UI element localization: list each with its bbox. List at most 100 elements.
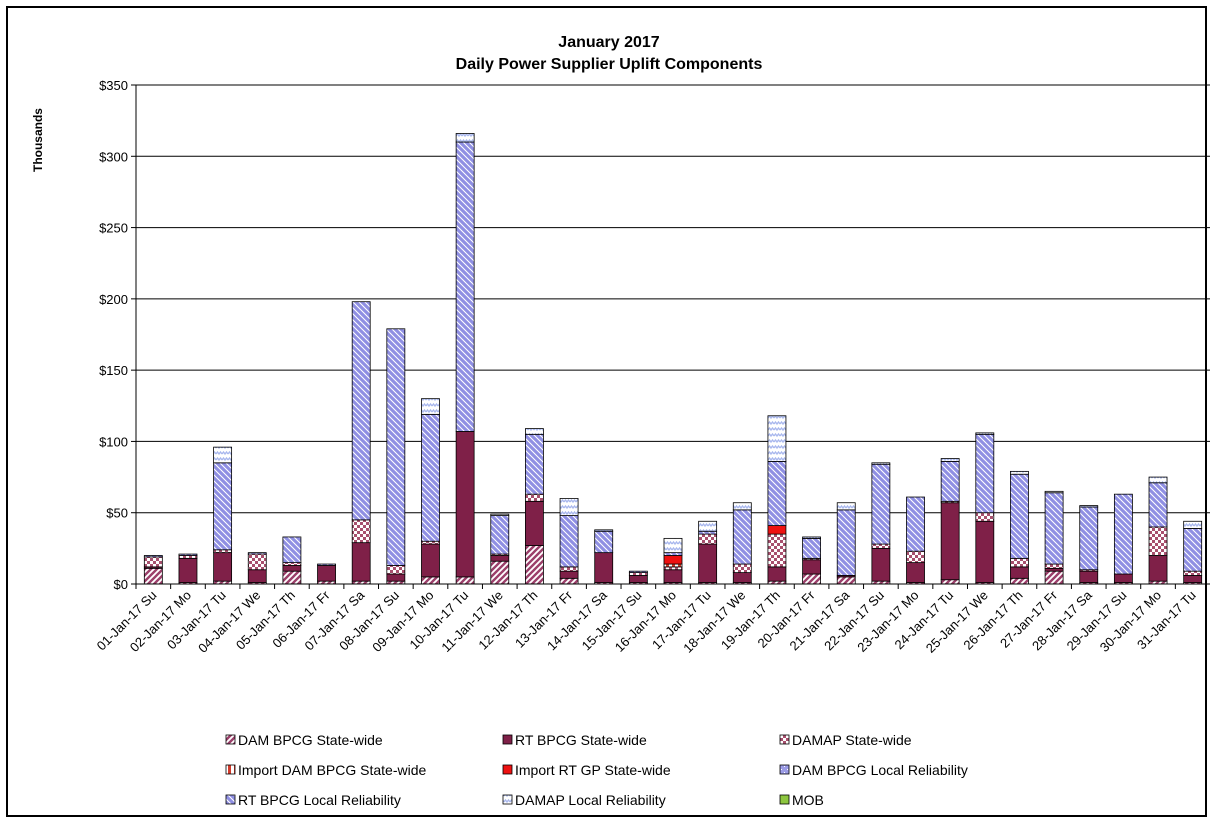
bar-segment <box>1113 493 1133 575</box>
bar-segment <box>1148 555 1168 582</box>
bar-segment <box>421 543 440 578</box>
bar-segment <box>1010 557 1029 568</box>
legend-label: DAMAP State-wide <box>792 732 912 748</box>
bar-segment <box>455 133 475 143</box>
y-tick-label: $350 <box>99 78 128 93</box>
legend-swatch <box>779 794 790 805</box>
bar-segment <box>1079 505 1099 508</box>
bar-segment <box>802 573 821 585</box>
bar-segment <box>351 519 371 544</box>
bar-segment <box>663 537 683 554</box>
bar-segment <box>490 560 510 585</box>
bar-segment <box>975 520 995 583</box>
bar-segment <box>663 563 683 568</box>
bar-segment <box>663 569 683 583</box>
bar-segment <box>559 515 579 568</box>
bar-segment <box>698 530 718 535</box>
bar-segment <box>421 576 440 585</box>
y-tick-label: $200 <box>99 292 128 307</box>
bar-segment <box>282 562 302 566</box>
bar-segment <box>871 547 891 582</box>
bar-segment <box>940 458 960 462</box>
bar-segment <box>1044 567 1064 572</box>
bar-segment <box>594 529 614 532</box>
y-tick-label: $50 <box>106 506 128 521</box>
bar-segment <box>698 533 718 545</box>
legend-label: DAM BPCG State-wide <box>238 732 383 748</box>
legend-swatch <box>225 734 236 745</box>
bar-segment <box>1183 575 1203 583</box>
bar-segment <box>490 513 510 516</box>
bar-segment <box>698 543 718 583</box>
bar-segment <box>143 556 163 568</box>
bar-segment <box>455 431 475 578</box>
bar-segment <box>282 570 302 585</box>
y-tick-label: $250 <box>99 221 128 236</box>
bar-segment <box>767 415 787 462</box>
bar-segment <box>663 566 683 571</box>
bar-segment <box>143 567 163 585</box>
bar-segment <box>1183 520 1203 529</box>
bars <box>143 133 1203 585</box>
y-tick-label: $300 <box>99 149 128 164</box>
bar-segment <box>594 552 614 583</box>
bar-segment <box>767 460 787 526</box>
bar-segment <box>213 446 233 464</box>
legend-swatch <box>225 794 236 805</box>
legend-swatch <box>779 734 790 745</box>
bar-segment <box>940 460 960 502</box>
y-tick-label: $0 <box>114 577 128 592</box>
bar-segment <box>1010 473 1029 559</box>
bar-segment <box>732 509 752 565</box>
legend-label: RT BPCG State-wide <box>515 732 647 748</box>
bar-segment <box>1183 570 1203 576</box>
bar-segment <box>1148 482 1168 528</box>
bar-segment <box>1079 506 1099 571</box>
bar-segment <box>767 533 787 568</box>
bar-segment <box>247 569 267 583</box>
bar-segment <box>1044 563 1064 569</box>
bar-segment <box>906 562 925 583</box>
bar-segment <box>975 512 995 522</box>
bar-segment <box>559 570 579 579</box>
bar-segment <box>490 555 510 562</box>
bar-segment <box>1044 570 1064 585</box>
bar-segment <box>213 462 233 551</box>
bar-segment <box>871 543 891 549</box>
bar-segment <box>628 572 648 576</box>
bar-segment <box>525 493 544 502</box>
bar-segment <box>802 536 821 539</box>
bar-segment <box>490 515 510 555</box>
bar-segment <box>317 565 336 582</box>
bar-segment <box>421 540 440 545</box>
chart-frame <box>6 6 1207 817</box>
bar-segment <box>525 428 544 435</box>
bar-segment <box>802 559 821 575</box>
bar-segment <box>351 301 371 521</box>
legend-label: DAM BPCG Local Reliability <box>792 762 968 778</box>
legend-label: MOB <box>792 792 824 808</box>
bar-segment <box>594 530 614 554</box>
bar-segment <box>663 552 683 556</box>
bar-segment <box>386 565 406 575</box>
grid <box>136 84 1210 514</box>
bar-segment <box>802 537 821 559</box>
bar-segment <box>975 433 995 514</box>
legend-label: Import RT GP State-wide <box>515 762 671 778</box>
bar-segment <box>525 500 544 546</box>
bar-segment <box>386 328 406 566</box>
bar-segment <box>1113 573 1133 583</box>
bar-segment <box>247 553 267 571</box>
legend-swatch <box>779 764 790 775</box>
bar-segment <box>732 502 752 511</box>
bar-segment <box>525 433 544 495</box>
bar-segment <box>213 552 233 582</box>
bar-segment <box>836 576 856 585</box>
chart-subtitle: Daily Power Supplier Uplift Components <box>456 56 763 73</box>
y-tick-label: $150 <box>99 363 128 378</box>
legend-swatch <box>502 734 513 745</box>
bar-segment <box>1010 577 1029 585</box>
bar-segment <box>351 542 371 582</box>
bar-segment <box>836 502 856 511</box>
